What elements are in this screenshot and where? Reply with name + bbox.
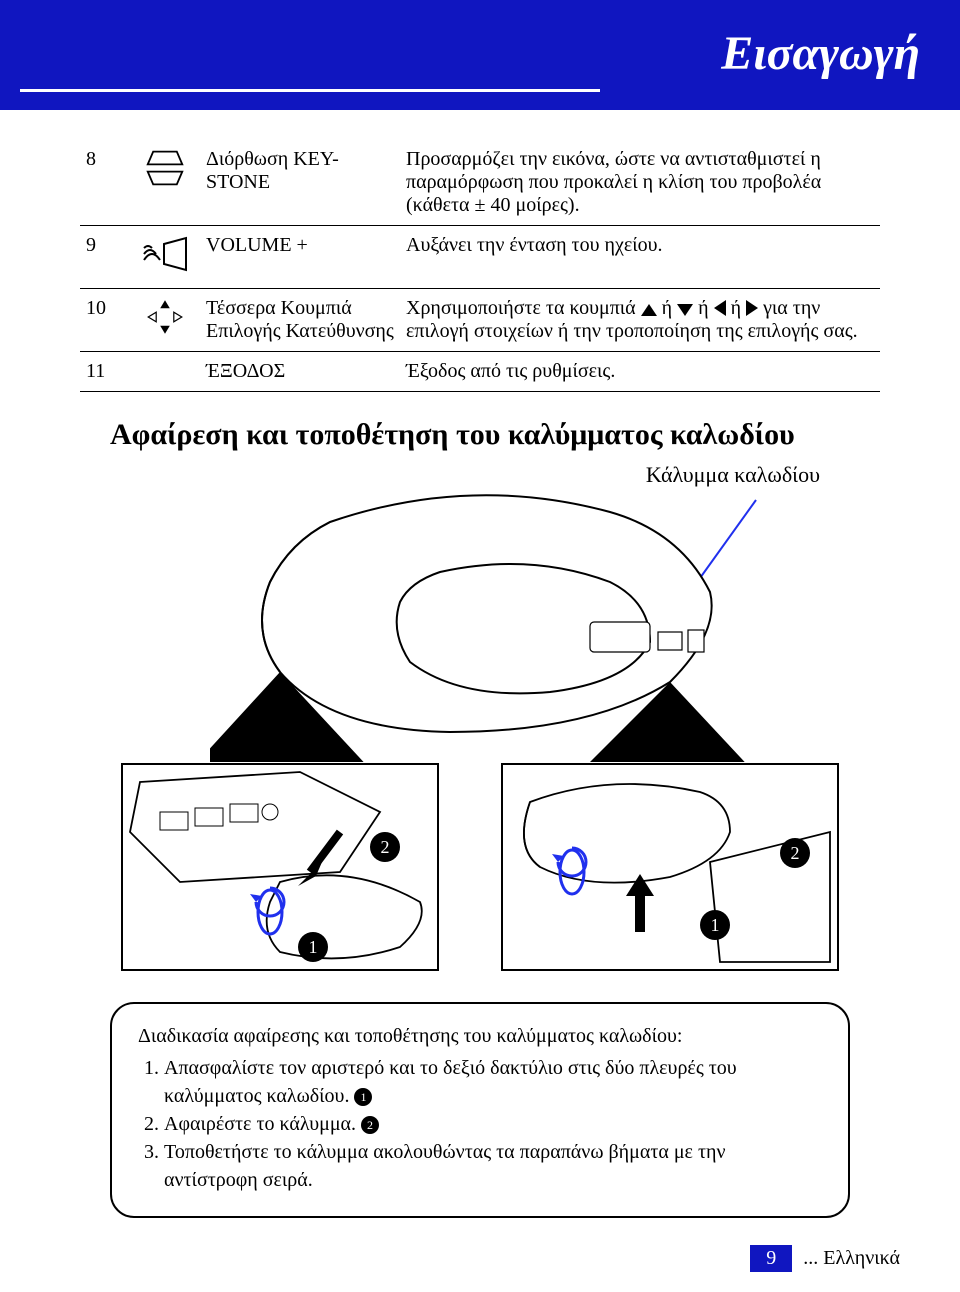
desc-part: ή bbox=[698, 297, 713, 319]
row-name: VOLUME + bbox=[200, 226, 400, 289]
procedure-list: Απασφαλίστε τον αριστερό και το δεξιό δα… bbox=[138, 1054, 822, 1194]
header-underline bbox=[20, 89, 600, 92]
page-title: Εισαγωγή bbox=[721, 26, 920, 85]
row-desc: Προσαρμόζει την εικόνα, ώστε να αντισταθ… bbox=[400, 140, 880, 226]
diagram-label-1: 1 bbox=[298, 932, 328, 962]
desc-part: Χρησιμοποιήστε τα κουμπιά bbox=[406, 297, 641, 319]
spec-table: 8 Διόρθωση KEY-STONE Προσαρμόζει την εικ… bbox=[80, 140, 880, 392]
row-name: Τέσσερα Κουμπιά Επιλογής Κατεύθυνσης bbox=[200, 289, 400, 352]
procedure-step: Τοποθετήστε το κάλυμμα ακολουθώντας τα π… bbox=[164, 1138, 822, 1194]
volume-icon bbox=[130, 226, 200, 289]
step-text: Απασφαλίστε τον αριστερό και το δεξιό δα… bbox=[164, 1057, 737, 1107]
arrow-down-icon bbox=[677, 304, 693, 316]
row-desc: Αυξάνει την ένταση του ηχείου. bbox=[400, 226, 880, 289]
procedure-step: Αφαιρέστε το κάλυμμα. 2 bbox=[164, 1110, 822, 1138]
step-mark-icon: 1 bbox=[354, 1088, 372, 1106]
row-num: 9 bbox=[80, 226, 130, 289]
page-footer: 9 ... Ελληνικά bbox=[750, 1245, 900, 1272]
exit-icon bbox=[130, 352, 200, 392]
row-name: Διόρθωση KEY-STONE bbox=[200, 140, 400, 226]
footer-lang: ... Ελληνικά bbox=[803, 1247, 900, 1269]
row-desc: Χρησιμοποιήστε τα κουμπιά ή ή ή για την … bbox=[400, 289, 880, 352]
desc-part: ή bbox=[731, 297, 746, 319]
dpad-icon bbox=[130, 289, 200, 352]
step-mark-icon: 2 bbox=[361, 1116, 379, 1134]
table-row: 11 ΈΞΟΔΟΣ Έξοδος από τις ρυθμίσεις. bbox=[80, 352, 880, 392]
procedure-step: Απασφαλίστε τον αριστερό και το δεξιό δα… bbox=[164, 1054, 822, 1110]
table-row: 8 Διόρθωση KEY-STONE Προσαρμόζει την εικ… bbox=[80, 140, 880, 226]
arrow-left-icon bbox=[714, 300, 726, 316]
desc-part: ή bbox=[662, 297, 677, 319]
content-area: 8 Διόρθωση KEY-STONE Προσαρμόζει την εικ… bbox=[0, 110, 960, 1218]
page-header: Εισαγωγή bbox=[0, 0, 960, 110]
table-row: 10 Τέσσερα Κουμπιά Επιλογής Κατεύθυνσης … bbox=[80, 289, 880, 352]
arrow-right-icon bbox=[746, 300, 758, 316]
page-number: 9 bbox=[750, 1245, 792, 1272]
row-desc: Έξοδος από τις ρυθμίσεις. bbox=[400, 352, 880, 392]
keystone-icon bbox=[130, 140, 200, 226]
diagram-label-2: 2 bbox=[370, 832, 400, 862]
row-name: ΈΞΟΔΟΣ bbox=[200, 352, 400, 392]
table-row: 9 VOLUME + Αυξάνει την ένταση του ηχείου… bbox=[80, 226, 880, 289]
row-num: 10 bbox=[80, 289, 130, 352]
projector-main-illustration bbox=[210, 482, 770, 762]
row-num: 8 bbox=[80, 140, 130, 226]
detail-left-illustration bbox=[120, 762, 440, 972]
procedure-box: Διαδικασία αφαίρεσης και τοποθέτησης του… bbox=[110, 1002, 850, 1218]
section-title: Αφαίρεση και τοποθέτηση του καλύμματος κ… bbox=[110, 418, 880, 452]
diagram-area: Κάλυμμα καλωδίου bbox=[80, 462, 880, 982]
step-text: Αφαιρέστε το κάλυμμα. bbox=[164, 1113, 361, 1135]
diagram-label-2: 2 bbox=[780, 838, 810, 868]
arrow-up-icon bbox=[641, 304, 657, 316]
diagram-label-1: 1 bbox=[700, 910, 730, 940]
row-num: 11 bbox=[80, 352, 130, 392]
procedure-title: Διαδικασία αφαίρεσης και τοποθέτησης του… bbox=[138, 1022, 822, 1050]
step-text: Τοποθετήστε το κάλυμμα ακολουθώντας τα π… bbox=[164, 1141, 726, 1191]
